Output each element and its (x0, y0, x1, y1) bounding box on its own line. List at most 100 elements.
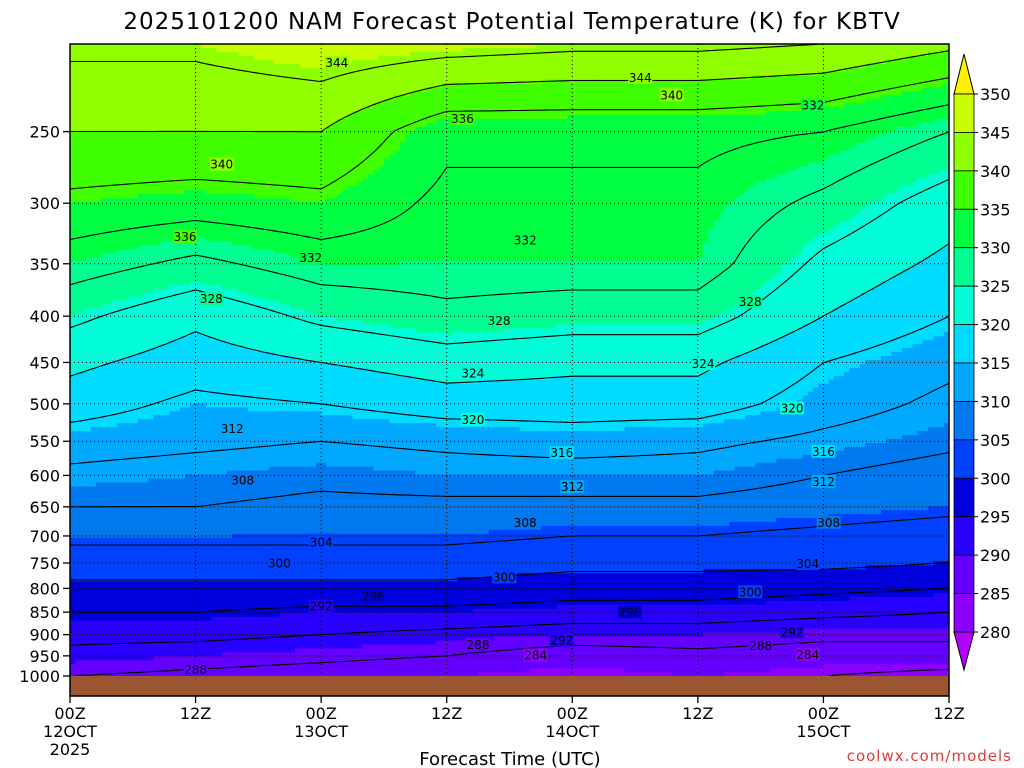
field-cell (441, 135, 447, 140)
field-cell (881, 107, 887, 112)
field-cell (761, 115, 767, 120)
field-cell (557, 151, 563, 156)
field-cell (379, 151, 385, 156)
field-cell (332, 87, 338, 92)
field-cell (797, 64, 803, 69)
field-cell (588, 84, 594, 89)
field-cell (159, 68, 165, 73)
field-cell (447, 52, 453, 57)
field-cell (248, 103, 254, 108)
field-cell (750, 60, 756, 65)
field-cell (373, 48, 379, 53)
field-cell (562, 76, 568, 81)
field-cell (562, 111, 568, 116)
field-cell (761, 143, 767, 148)
field-cell (243, 119, 249, 124)
field-cell (462, 159, 468, 164)
field-cell (666, 111, 672, 116)
field-cell (326, 103, 332, 108)
field-cell (797, 143, 803, 148)
field-cell (598, 87, 604, 92)
field-cell (300, 107, 306, 112)
field-cell (70, 52, 76, 57)
field-cell (714, 143, 720, 148)
field-cell (394, 123, 400, 128)
field-cell (101, 56, 107, 61)
field-cell (494, 159, 500, 164)
field-cell (290, 52, 296, 57)
field-cell (431, 147, 437, 152)
field-cell (813, 87, 819, 92)
field-cell (614, 52, 620, 57)
field-cell (80, 91, 86, 96)
field-cell (494, 91, 500, 96)
field-cell (248, 91, 254, 96)
field-cell (368, 60, 374, 65)
field-cell (640, 119, 646, 124)
field-cell (719, 99, 725, 104)
field-cell (698, 115, 704, 120)
field-cell (572, 139, 578, 144)
field-cell (96, 127, 102, 132)
field-cell (609, 91, 615, 96)
field-cell (185, 80, 191, 85)
field-cell (222, 60, 228, 65)
field-cell (107, 95, 113, 100)
field-cell (180, 52, 186, 57)
field-cell (525, 48, 531, 53)
field-cell (912, 99, 918, 104)
field-cell (426, 155, 432, 160)
field-cell (379, 60, 385, 65)
field-cell (436, 52, 442, 57)
field-cell (384, 103, 390, 108)
field-cell (405, 131, 411, 136)
field-cell (321, 107, 327, 112)
field-cell (787, 68, 793, 73)
field-cell (614, 151, 620, 156)
field-cell (724, 123, 730, 128)
field-cell (405, 119, 411, 124)
field-cell (646, 60, 652, 65)
field-cell (881, 111, 887, 116)
field-cell (70, 151, 76, 156)
field-cell (138, 155, 144, 160)
field-cell (797, 151, 803, 156)
field-cell (80, 115, 86, 120)
field-cell (504, 111, 510, 116)
field-cell (923, 151, 929, 156)
field-cell (473, 99, 479, 104)
field-cell (745, 72, 751, 77)
field-cell (128, 143, 134, 148)
field-cell (598, 143, 604, 148)
field-cell (159, 64, 165, 69)
field-cell (143, 72, 149, 77)
field-cell (122, 155, 128, 160)
field-cell (457, 68, 463, 73)
field-cell (389, 76, 395, 81)
field-cell (656, 76, 662, 81)
field-cell (91, 127, 97, 132)
field-cell (300, 151, 306, 156)
field-cell (541, 64, 547, 69)
field-cell (117, 115, 123, 120)
field-cell (232, 139, 238, 144)
field-cell (541, 99, 547, 104)
field-cell (745, 107, 751, 112)
field-cell (546, 151, 552, 156)
field-cell (426, 143, 432, 148)
field-cell (515, 103, 521, 108)
field-cell (939, 115, 945, 120)
field-cell (96, 107, 102, 112)
field-cell (761, 56, 767, 61)
field-cell (243, 91, 249, 96)
field-cell (792, 91, 798, 96)
field-cell (217, 56, 223, 61)
field-cell (368, 111, 374, 116)
field-cell (860, 84, 866, 89)
field-cell (180, 72, 186, 77)
field-cell (143, 91, 149, 96)
field-cell (808, 76, 814, 81)
field-cell (400, 80, 406, 85)
field-cell (295, 56, 301, 61)
field-cell (928, 115, 934, 120)
